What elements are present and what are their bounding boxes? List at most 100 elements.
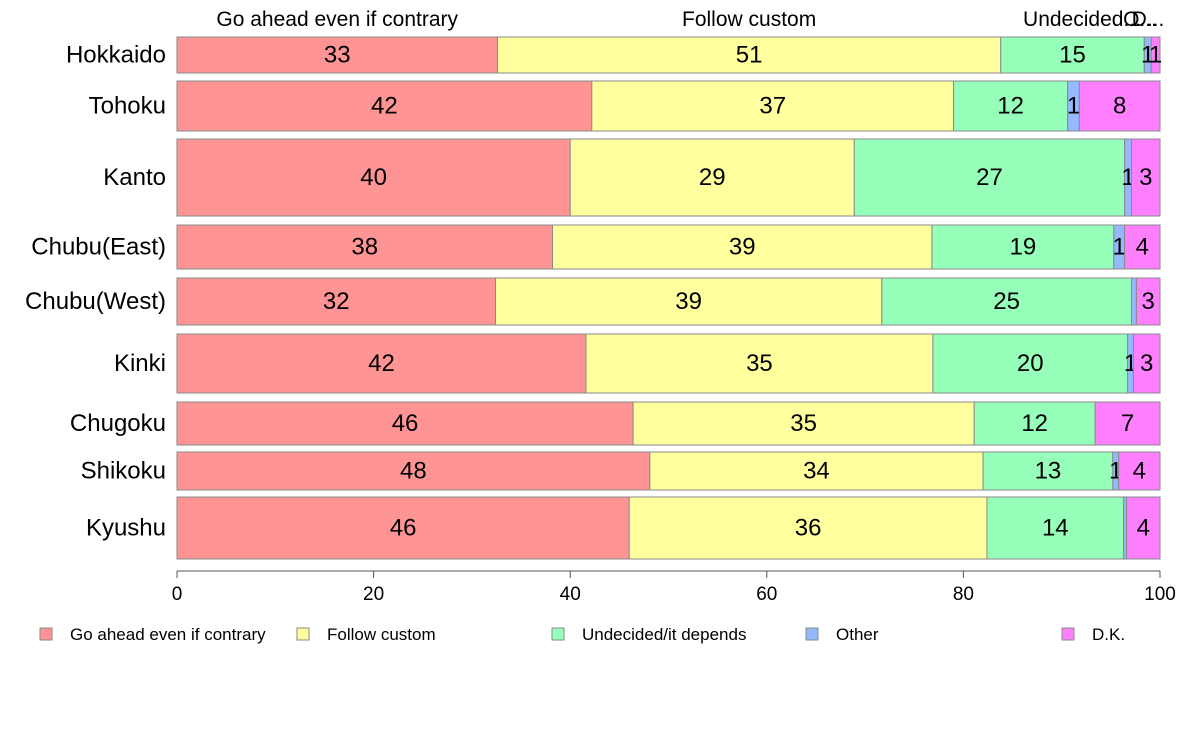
data-label: 13 — [1035, 458, 1062, 485]
bar-segment-other — [1130, 277, 1137, 326]
category-label: Chugoku — [70, 410, 166, 437]
bar-segment-d-k — [1124, 224, 1161, 270]
bar-segment-go-ahead-even-if-contrary — [176, 138, 571, 217]
x-tick-label: 40 — [560, 584, 581, 605]
category-label: Hokkaido — [66, 42, 166, 69]
data-label: 4 — [1133, 458, 1146, 485]
top-label-other: O... — [1123, 8, 1157, 31]
data-label: 25 — [993, 288, 1020, 315]
data-label: 3 — [1140, 350, 1153, 377]
data-label: 3 — [1142, 288, 1155, 315]
bar-segment-follow-custom — [585, 333, 934, 394]
legend-label: D.K. — [1092, 625, 1125, 644]
data-label: 34 — [803, 458, 830, 485]
bar-segment-go-ahead-even-if-contrary — [176, 496, 630, 560]
bar-segment-follow-custom — [628, 496, 988, 560]
data-label: 27 — [976, 164, 1003, 191]
bar-segment-undecided-it-depends — [881, 277, 1132, 326]
legend-item-go-ahead-even-if-contrary: Go ahead even if contrary — [39, 625, 266, 644]
x-tick-label: 60 — [756, 584, 777, 605]
data-label: 36 — [795, 515, 822, 542]
data-label: 4 — [1136, 234, 1149, 261]
top-label-undecided-it-depends: Undecided... — [1023, 8, 1141, 31]
bar-segment-d-k — [1126, 496, 1161, 560]
legend-swatch — [1061, 627, 1075, 641]
bar-segment-go-ahead-even-if-contrary — [176, 36, 498, 74]
x-tick-label: 0 — [172, 584, 183, 605]
data-label: 40 — [360, 164, 387, 191]
bar-segment-follow-custom — [649, 451, 984, 491]
top-labels: Go ahead even if contrary Follow custom Un… — [216, 8, 1164, 31]
data-label: 42 — [368, 350, 395, 377]
data-label: 37 — [759, 93, 786, 120]
data-label: 12 — [997, 93, 1024, 120]
bar-segment-follow-custom — [569, 138, 855, 217]
data-label: 46 — [390, 515, 417, 542]
x-axis: 0 20 40 60 80 100 — [172, 570, 1176, 605]
x-tick-label: 20 — [363, 584, 384, 605]
category-label: Kinki — [114, 350, 166, 377]
bar-segment-d-k — [1078, 80, 1161, 132]
category-label: Chubu(East) — [31, 234, 166, 261]
category-label: Kanto — [103, 164, 166, 191]
data-label: 1 — [1113, 234, 1126, 261]
data-label: 33 — [324, 42, 351, 69]
legend-item-d-k: D.K. — [1061, 625, 1125, 644]
bar-segment-undecided-it-depends — [973, 401, 1096, 446]
top-label-follow-custom: Follow custom — [682, 8, 816, 31]
data-label: 19 — [1010, 234, 1037, 261]
bar-segment-d-k — [1135, 277, 1161, 326]
legend-swatch — [805, 627, 819, 641]
legend-swatch — [296, 627, 310, 641]
bar-segment-follow-custom — [591, 80, 955, 132]
bar-segment-follow-custom — [632, 401, 975, 446]
data-label: 48 — [400, 458, 427, 485]
data-label: 51 — [736, 42, 763, 69]
top-label-go-ahead-even-if-contrary: Go ahead even if contrary — [216, 8, 458, 31]
data-label: 29 — [699, 164, 726, 191]
bar-segment-follow-custom — [494, 277, 883, 326]
legend-label: Follow custom — [327, 625, 436, 644]
data-label: 4 — [1137, 515, 1150, 542]
bar-segment-undecided-it-depends — [853, 138, 1126, 217]
bar-row-kanto: Kanto 40 29 27 1 3 — [103, 138, 1161, 217]
bar-row-chugoku: Chugoku 46 35 12 7 — [70, 401, 1161, 446]
bar-row-shikoku: Shikoku 48 34 13 1 4 — [81, 451, 1161, 491]
bar-segment-d-k — [1094, 401, 1161, 446]
legend: Go ahead even if contrary Follow custom Un… — [39, 625, 1125, 644]
data-label: 15 — [1059, 42, 1086, 69]
data-label: 38 — [351, 234, 378, 261]
data-label: 39 — [675, 288, 702, 315]
x-tick-label: 80 — [953, 584, 974, 605]
data-label: 3 — [1139, 164, 1152, 191]
data-label: 32 — [323, 288, 350, 315]
data-label: 20 — [1017, 350, 1044, 377]
data-label: 46 — [392, 410, 419, 437]
bar-row-chubu-east: Chubu(East) 38 39 19 1 4 — [31, 224, 1161, 270]
bar-segment-d-k — [1130, 138, 1161, 217]
bar-row-kyushu: Kyushu 46 36 14 4 — [86, 496, 1161, 560]
data-label: 39 — [729, 234, 756, 261]
bar-row-kinki: Kinki 42 35 20 1 3 — [114, 333, 1161, 394]
legend-item-other: Other — [805, 625, 879, 644]
bar-segment-d-k — [1132, 333, 1161, 394]
bar-segment-go-ahead-even-if-contrary — [176, 451, 651, 491]
data-label: 8 — [1113, 93, 1126, 120]
bar-segment-undecided-it-depends — [931, 224, 1115, 270]
legend-swatch — [39, 627, 53, 641]
data-label: 7 — [1121, 410, 1134, 437]
legend-label: Undecided/it depends — [582, 625, 746, 644]
data-label: 1 — [1149, 42, 1162, 69]
bar-segment-d-k — [1118, 451, 1161, 491]
category-label: Shikoku — [81, 458, 166, 485]
data-label: 12 — [1021, 410, 1048, 437]
data-label: 42 — [371, 93, 398, 120]
data-label: 14 — [1042, 515, 1069, 542]
bar-segment-go-ahead-even-if-contrary — [176, 401, 634, 446]
legend-label: Other — [836, 625, 879, 644]
bar-segment-undecided-it-depends — [932, 333, 1129, 394]
bar-segment-go-ahead-even-if-contrary — [176, 80, 593, 132]
bar-segment-undecided-it-depends — [1000, 36, 1145, 74]
